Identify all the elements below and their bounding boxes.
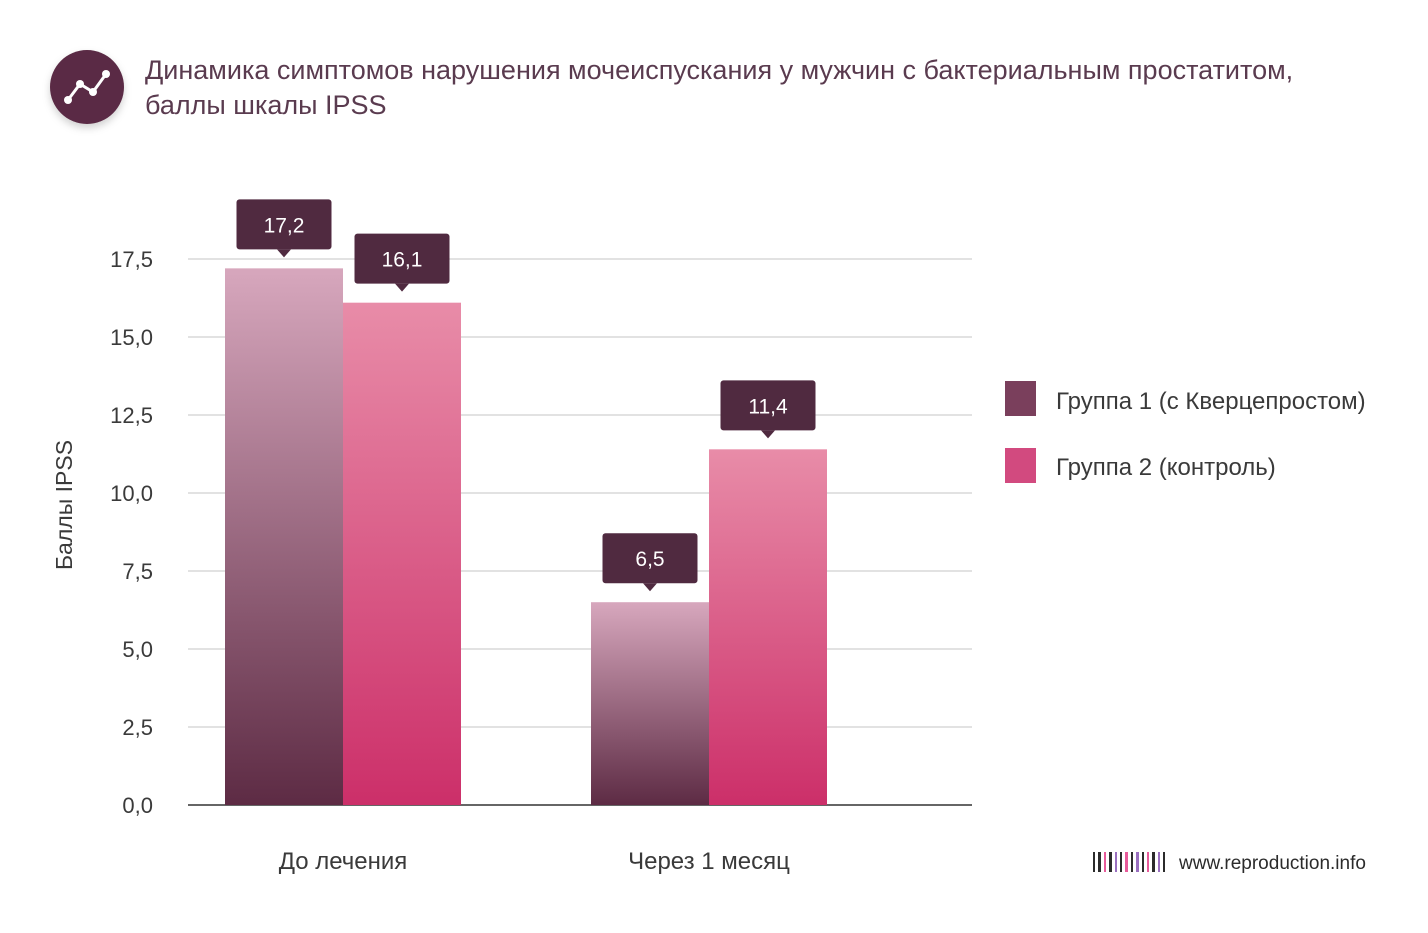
- category-label: До лечения: [279, 848, 408, 875]
- bar-1-1: [225, 268, 343, 805]
- data-label-callouts: 17,2 16,1 6,5 11,4: [236, 199, 816, 592]
- category-labels: До лечения Через 1 месяц: [279, 848, 790, 875]
- y-tick-label: 15,0: [110, 325, 153, 350]
- legend: Группа 1 (с Кверцепростом) Группа 2 (кон…: [1005, 381, 1366, 483]
- bar-2-1: [343, 302, 461, 805]
- bar-2-2: [709, 449, 827, 805]
- line-chart-icon: [50, 50, 124, 124]
- data-label: 16,1: [382, 249, 423, 272]
- data-label-box: [602, 533, 698, 584]
- gridlines: [188, 258, 972, 806]
- y-tick-label: 12,5: [110, 403, 153, 428]
- data-label-box: [720, 380, 816, 431]
- y-axis-label: Баллы IPSS: [51, 440, 77, 570]
- chart-title-line2: баллы шкалы IPSS: [145, 90, 387, 120]
- legend-label-group-2: Группа 2 (контроль): [1056, 454, 1276, 481]
- y-tick-label: 2,5: [122, 715, 153, 740]
- data-label-pointer: [395, 283, 409, 292]
- legend-label-group-1: Группа 1 (с Кверцепростом): [1056, 388, 1366, 415]
- y-tick-label: 10,0: [110, 481, 153, 506]
- data-label-pointer: [643, 583, 657, 592]
- legend-swatch-group-2: [1005, 448, 1036, 483]
- y-tick-label: 17,5: [110, 247, 153, 272]
- bars: [225, 268, 827, 805]
- data-label-pointer: [277, 249, 291, 258]
- barcode-logo-icon: [1093, 852, 1165, 872]
- data-label-pointer: [761, 430, 775, 439]
- footer-url: www.reproduction.info: [1178, 853, 1366, 874]
- data-label: 17,2: [264, 214, 305, 237]
- data-label-box: [354, 233, 450, 284]
- y-tick-label: 0,0: [122, 793, 153, 818]
- y-tick-labels: 0,0 2,5 5,0 7,5 10,0 12,5 15,0 17,5: [110, 247, 153, 818]
- y-tick-label: 7,5: [122, 559, 153, 584]
- y-tick-label: 5,0: [122, 637, 153, 662]
- data-label: 6,5: [635, 548, 664, 571]
- chart-title-line1: Динамика симптомов нарушения мочеиспуска…: [145, 55, 1293, 85]
- data-label: 11,4: [748, 395, 788, 418]
- legend-swatch-group-1: [1005, 381, 1036, 416]
- category-label: Через 1 месяц: [628, 848, 790, 875]
- data-label-box: [236, 199, 332, 250]
- bar-1-2: [591, 602, 709, 805]
